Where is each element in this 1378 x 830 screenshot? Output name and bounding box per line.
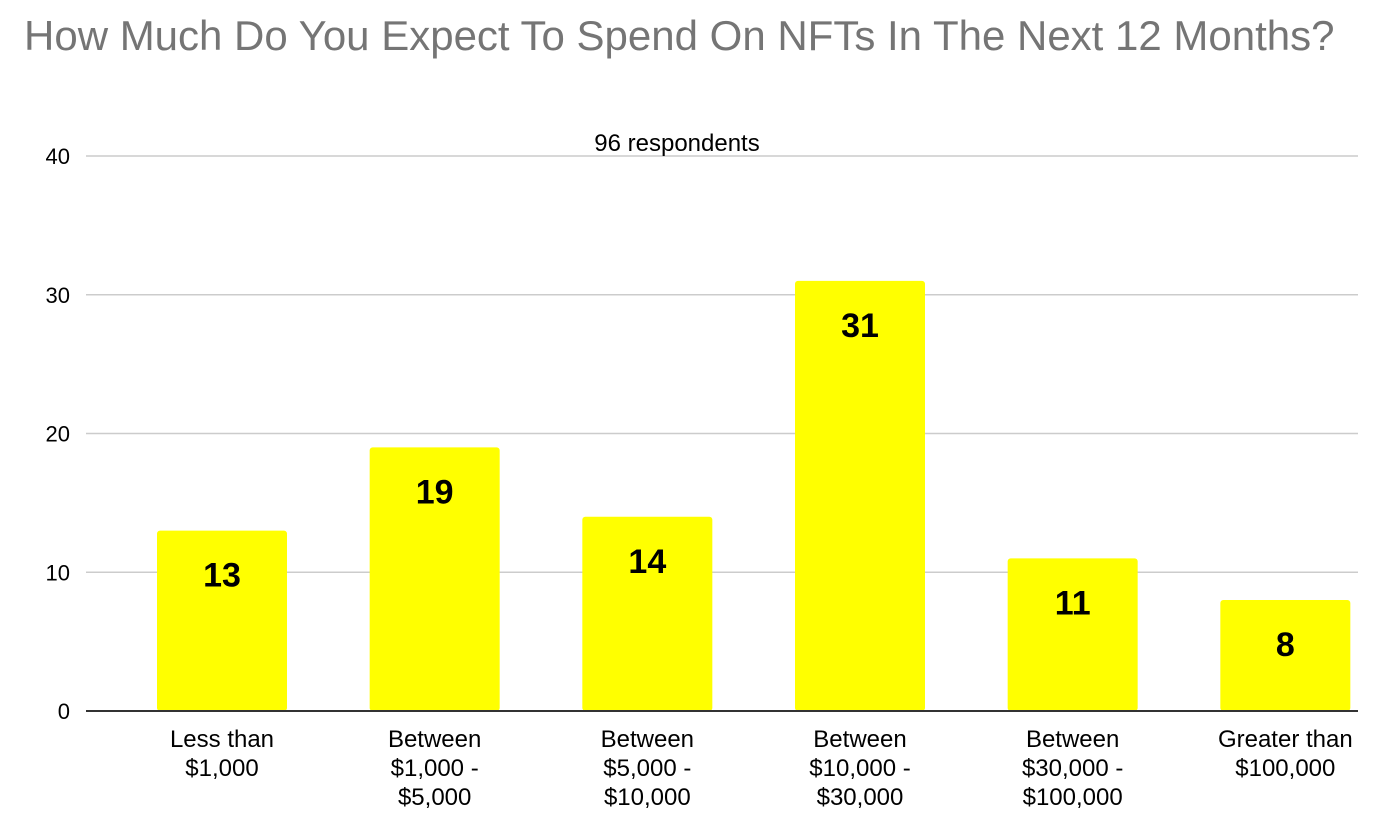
x-category-label: Between $30,000 -$100,000: [1022, 726, 1123, 811]
x-category-label: Between $1,000 -$5,000: [388, 726, 481, 811]
x-category-label-line: Between: [1026, 726, 1119, 753]
bars: [157, 280, 1351, 711]
x-category-label: Between $5,000 -$10,000: [601, 726, 694, 811]
y-tick-label: 20: [46, 422, 70, 447]
y-tick-label: 40: [46, 144, 70, 169]
bar: [1007, 558, 1138, 711]
data-label: 8: [1276, 626, 1295, 664]
x-category-label-line: $1,000 -: [391, 755, 479, 782]
gridlines: [86, 155, 1358, 573]
bar: [795, 280, 925, 711]
data-label: 31: [841, 307, 879, 345]
bar: [1220, 600, 1351, 711]
chart-subtitle: 96 respondents: [594, 130, 759, 157]
x-category-label-line: $100,000: [1023, 784, 1123, 811]
x-category-label-line: $1,000: [185, 755, 258, 782]
x-category-label-line: $10,000 -: [809, 755, 910, 782]
x-category-label: Less than $1,000: [170, 726, 274, 782]
y-tick-label: 30: [46, 283, 70, 308]
data-label: 13: [203, 557, 241, 595]
x-category-label: Between $10,000 -$30,000: [809, 726, 910, 811]
x-category-label-line: $30,000: [817, 784, 904, 811]
x-category-label-line: Between: [601, 726, 694, 753]
x-category-label-line: $5,000 -: [603, 755, 691, 782]
bar: [582, 516, 713, 711]
data-labels: 13 19 14 31 11 8: [203, 307, 1295, 664]
x-category-label-line: Between: [813, 726, 906, 753]
bar: [369, 447, 500, 711]
data-label: 14: [628, 543, 666, 581]
y-axis-ticks: 0 10 20 30 40: [46, 144, 70, 724]
x-category-label-line: $5,000: [398, 784, 471, 811]
x-category-label-line: Greater than: [1218, 726, 1353, 753]
x-category-label-line: Between: [388, 726, 481, 753]
data-label: 11: [1055, 584, 1091, 622]
x-category-label-line: Less than: [170, 726, 274, 753]
x-category-label-line: $30,000 -: [1022, 755, 1123, 782]
y-tick-label: 0: [58, 699, 70, 724]
y-tick-label: 10: [46, 560, 70, 585]
x-category-label: Greater than $100,000: [1218, 726, 1353, 782]
data-label: 19: [416, 473, 454, 511]
chart-title: How Much Do You Expect To Spend On NFTs …: [24, 12, 1335, 59]
x-category-label-line: $10,000: [604, 784, 691, 811]
x-category-label-line: $100,000: [1235, 755, 1335, 782]
bar: [157, 530, 287, 711]
